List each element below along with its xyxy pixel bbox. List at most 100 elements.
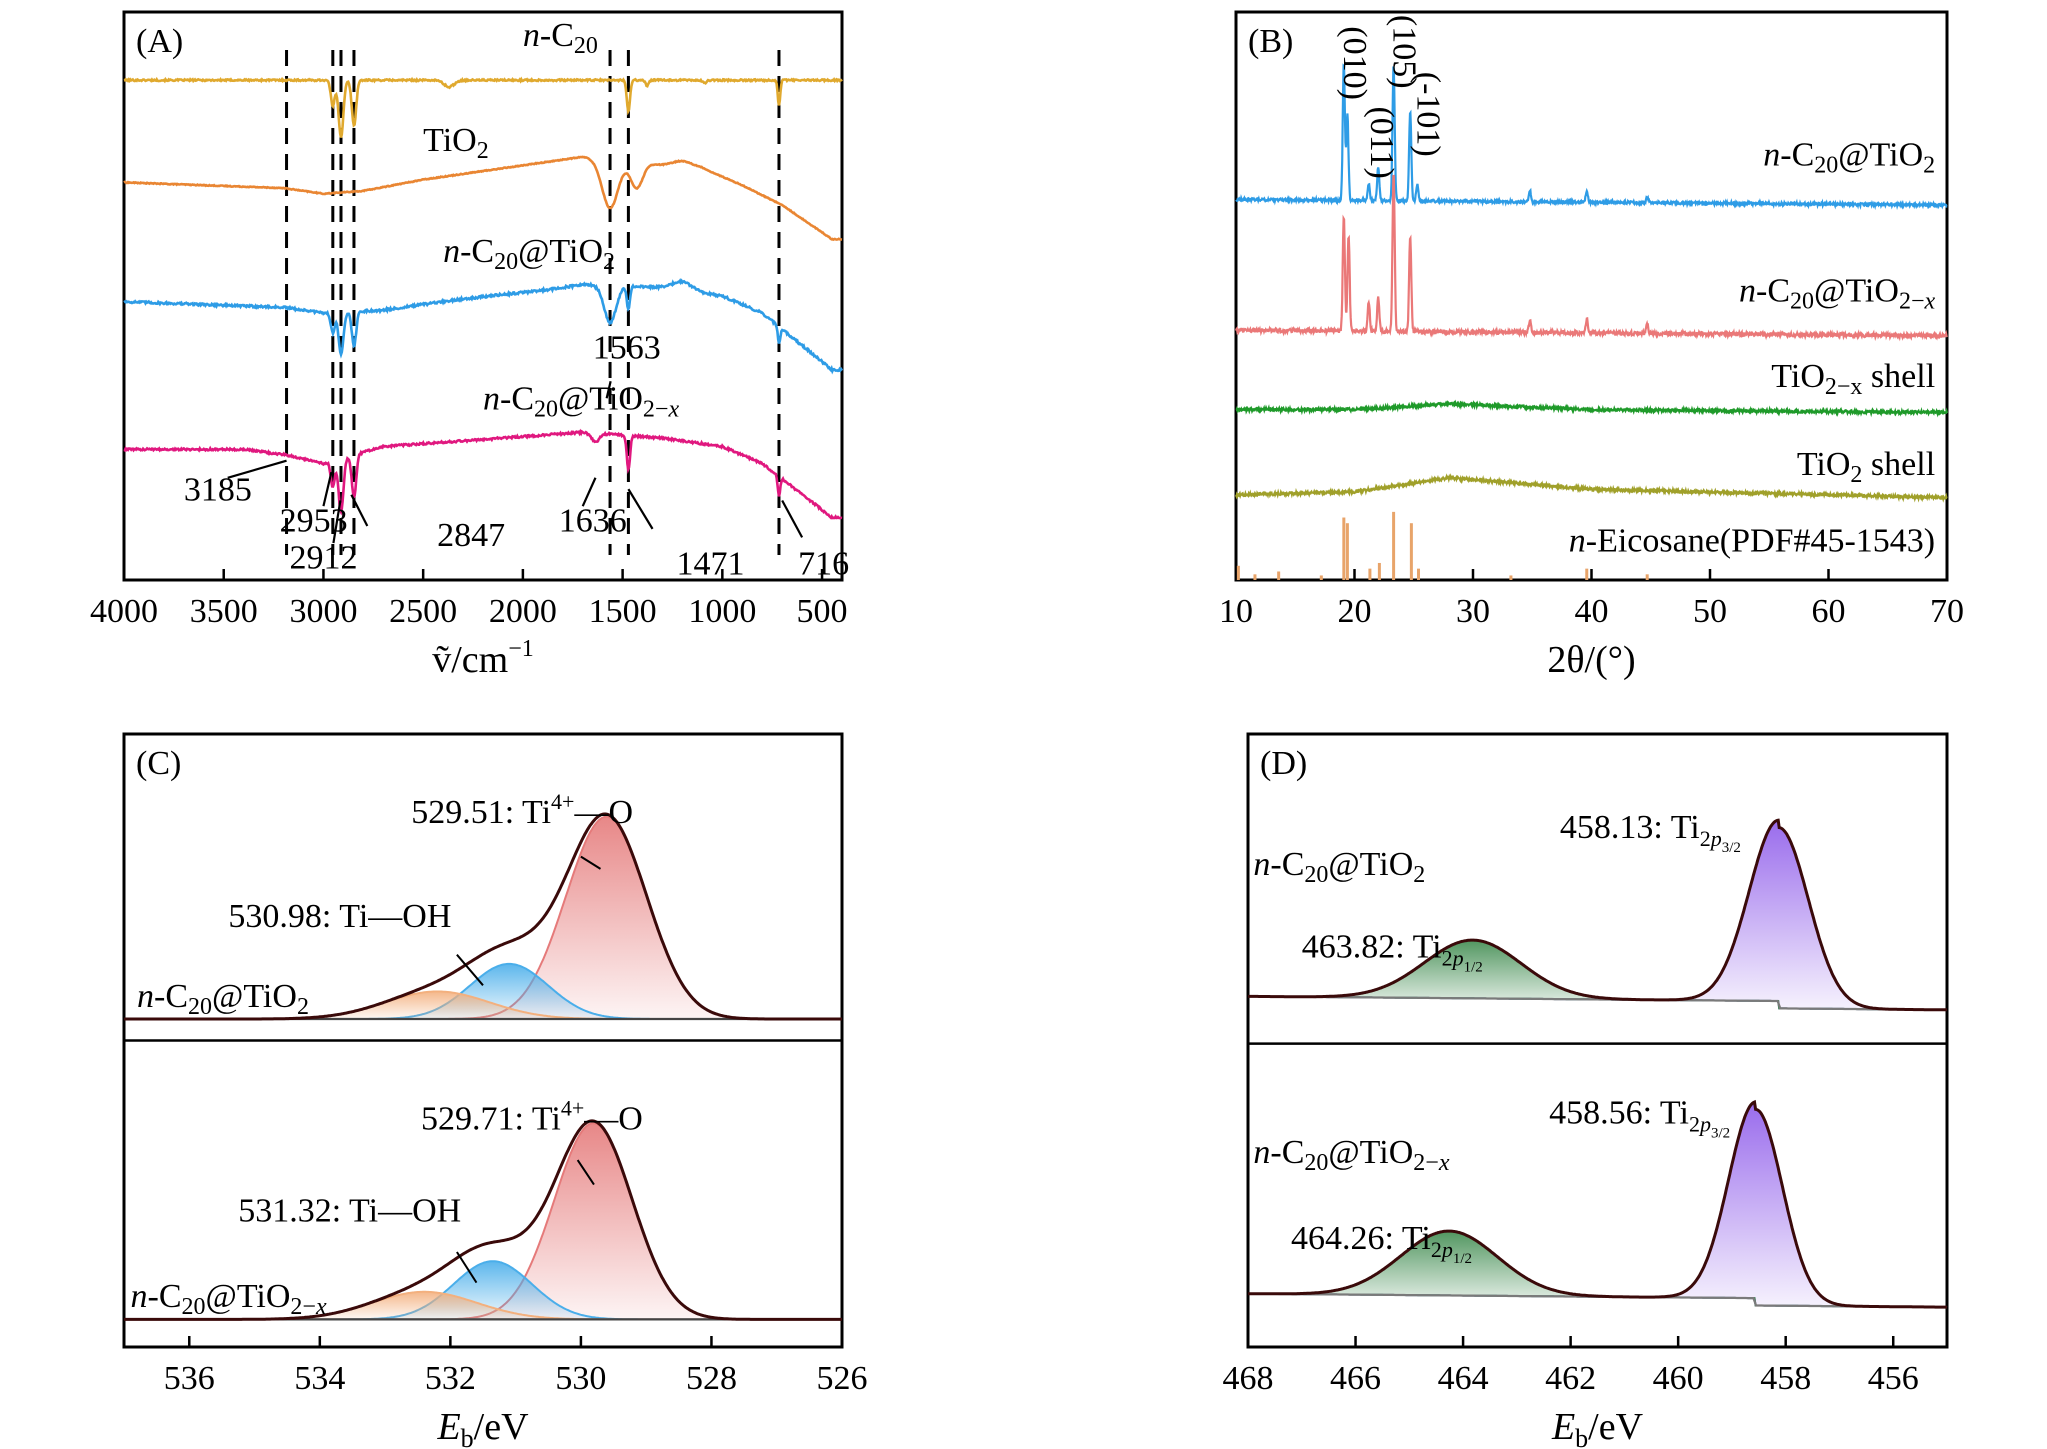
series-label: n-C20 <box>523 17 598 59</box>
peak-leader-line <box>581 477 597 507</box>
series-label: TiO2 <box>423 122 489 164</box>
annotation-leader-line <box>456 1251 478 1284</box>
peak-leader-line <box>350 494 369 527</box>
peak-annotation: 530.98: Ti—OH <box>228 898 451 935</box>
peak-label: 2847 <box>437 517 505 554</box>
x-tick-label: 40 <box>1575 593 1609 630</box>
peak-annotation: 529.71: Ti4+—O <box>421 1095 643 1137</box>
fit-envelope-line <box>1248 1099 1948 1309</box>
x-tick-label: 528 <box>686 1360 737 1397</box>
peak-leader-line <box>332 500 342 544</box>
panel-a-ftir: 4000 3500 3000 2500 2000 1500 1000 500 n-C20 TiO2… <box>90 10 849 681</box>
series-line <box>1234 174 1949 342</box>
x-tick-label: 3000 <box>289 593 357 630</box>
x-tick-label: 4000 <box>90 593 158 630</box>
x-axis-title: 2θ/(°) <box>1547 639 1635 681</box>
peak-leader-line <box>605 380 612 399</box>
x-tick-label: 2000 <box>489 593 557 630</box>
x-tick-label: 534 <box>294 1360 345 1397</box>
series-line <box>1235 63 1948 211</box>
x-axis-title: Eb/eV <box>436 1406 529 1449</box>
series-line <box>1234 473 1948 503</box>
peak-annotation: 458.13: Ti2p3/2 <box>1560 809 1741 856</box>
annotation-leader-line <box>580 855 602 870</box>
x-axis-title: Eb/eV <box>1551 1406 1644 1449</box>
plot-frame <box>122 10 844 582</box>
x-tick-label: 532 <box>425 1360 476 1397</box>
x-tick-label: 70 <box>1930 593 1964 630</box>
x-tick-label: 468 <box>1223 1360 1274 1397</box>
peak-leader-line <box>227 459 287 479</box>
peak-leader-line <box>781 499 804 538</box>
x-tick-label: 10 <box>1219 593 1253 630</box>
annotation-leader-line <box>456 954 484 986</box>
peak-leader-line <box>627 488 654 530</box>
component-peak-area <box>1248 1100 1948 1309</box>
x-tick-label: 458 <box>1760 1360 1811 1397</box>
x-tick-label: 456 <box>1868 1360 1919 1397</box>
series-line <box>1235 399 1949 418</box>
background-line <box>1250 995 1947 1011</box>
x-tick-label: 536 <box>164 1360 215 1397</box>
series-label: n-C20@TiO2 <box>443 233 615 275</box>
peak-leader-line <box>322 471 333 507</box>
x-tick-label: 466 <box>1330 1360 1381 1397</box>
x-tick-label: 464 <box>1438 1360 1489 1397</box>
series-line <box>123 428 843 520</box>
peak-annotation: 463.82: Ti2p1/2 <box>1302 929 1483 976</box>
miller-index-label: (-101) <box>1409 72 1446 157</box>
x-tick-label: 30 <box>1456 593 1490 630</box>
series-label: n-C20@TiO2 <box>1253 846 1425 888</box>
x-tick-label: 20 <box>1338 593 1372 630</box>
series-label: n-C20@TiO2−x <box>483 381 679 423</box>
fit-envelope-line <box>124 812 842 1021</box>
x-tick-label: 1000 <box>688 593 756 630</box>
x-tick-label: 530 <box>555 1360 606 1397</box>
peak-annotation: 529.51: Ti4+—O <box>411 789 633 831</box>
panel-label: (A) <box>136 23 183 60</box>
annotation-leader-line <box>576 1159 595 1186</box>
series-label: n-C20@TiO2 <box>137 978 309 1020</box>
panel-b-xrd: 10 20 30 40 50 60 70 n-C20@TiO2 n-C20@TiO2−x TiO2… <box>1219 10 1964 681</box>
series-label: n-Eicosane(PDF#45-1543) <box>1569 523 1935 560</box>
x-tick-label: 460 <box>1653 1360 1704 1397</box>
miller-index-label: (010) <box>1336 26 1373 100</box>
series-line <box>123 155 843 242</box>
x-tick-label: 500 <box>797 593 848 630</box>
peak-annotation: 458.56: Ti2p3/2 <box>1549 1094 1730 1141</box>
panel-label: (D) <box>1260 745 1307 782</box>
x-tick-label: 60 <box>1812 593 1846 630</box>
peak-label: 1563 <box>593 329 661 366</box>
x-axis-title: ṽ/cm−1 <box>432 636 534 681</box>
peak-label: 716 <box>798 545 849 582</box>
x-tick-label: 526 <box>817 1360 868 1397</box>
peak-annotation: 531.32: Ti—OH <box>238 1192 461 1229</box>
series-line <box>123 278 844 375</box>
panel-label: (B) <box>1248 23 1293 60</box>
peak-annotation: 464.26: Ti2p1/2 <box>1291 1220 1472 1267</box>
series-line <box>123 76 843 138</box>
x-tick-label: 1500 <box>589 593 657 630</box>
miller-index-label: (011) <box>1363 106 1400 178</box>
series-label: n-C20@TiO2−x <box>1253 1134 1449 1176</box>
panel-c-xps-o1s: 536 534 532 530 528 526 n-C20@TiO2 529.51: Ti4+… <box>122 732 868 1449</box>
series-label: TiO2−x shell <box>1771 358 1935 400</box>
x-tick-label: 2500 <box>389 593 457 630</box>
plot-frame <box>1246 732 1949 1349</box>
peak-label: 1471 <box>676 545 744 582</box>
series-label: n-C20@TiO2−x <box>1739 273 1935 315</box>
panel-label: (C) <box>136 745 181 782</box>
fit-envelope-line <box>124 1119 842 1321</box>
peak-label: 2912 <box>290 540 358 577</box>
miller-index-label: (105) <box>1386 15 1423 89</box>
x-tick-label: 3500 <box>190 593 258 630</box>
x-tick-label: 50 <box>1693 593 1727 630</box>
panel-d-xps-ti2p: 468 466 464 462 460 458 456 n-C20@TiO2 458.13: T… <box>1223 732 1949 1449</box>
peak-label: 1636 <box>559 503 627 540</box>
x-tick-label: 462 <box>1545 1360 1596 1397</box>
series-label: TiO2 shell <box>1797 446 1935 488</box>
peak-label: 3185 <box>184 471 252 508</box>
series-label: n-C20@TiO2 <box>1763 136 1935 178</box>
fit-envelope-line <box>1248 818 1947 1012</box>
